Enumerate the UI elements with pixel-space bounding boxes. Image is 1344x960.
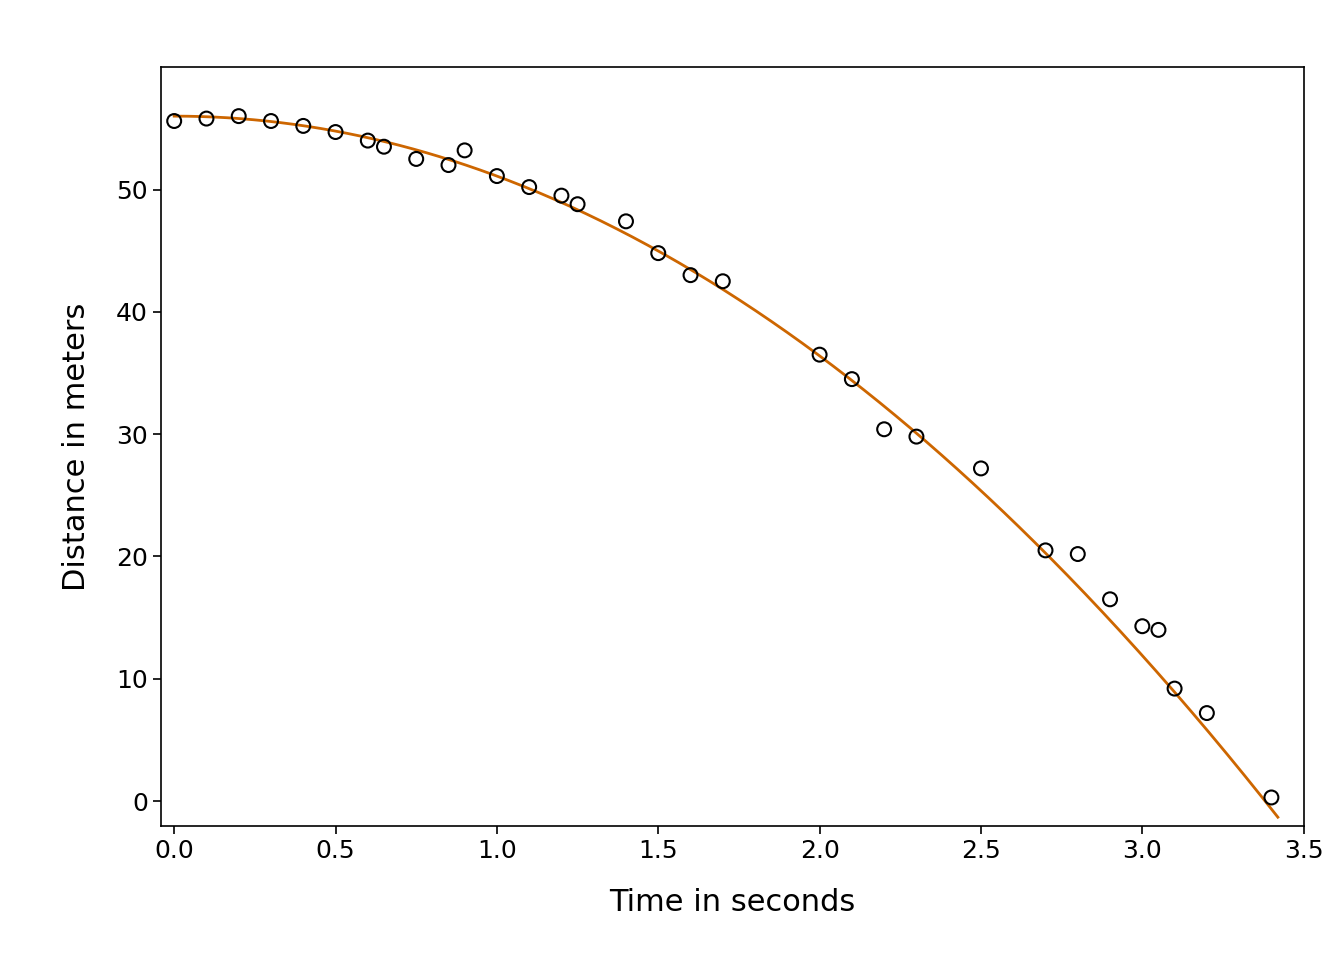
Point — [551, 188, 573, 204]
Point — [1196, 706, 1218, 721]
Point — [712, 274, 734, 289]
Point — [906, 429, 927, 444]
Point — [1164, 681, 1185, 696]
Point — [1035, 542, 1056, 558]
Point — [616, 214, 637, 229]
Point — [406, 152, 427, 167]
Point — [1148, 622, 1169, 637]
Point — [374, 139, 395, 155]
Point — [1099, 591, 1121, 607]
Point — [454, 143, 476, 158]
Y-axis label: Distance in meters: Distance in meters — [62, 302, 91, 590]
Point — [648, 246, 669, 261]
Point — [1132, 618, 1153, 634]
Point — [325, 125, 347, 140]
Point — [438, 157, 460, 173]
Point — [164, 113, 185, 129]
Point — [261, 113, 282, 129]
X-axis label: Time in seconds: Time in seconds — [609, 888, 856, 917]
Point — [680, 268, 702, 283]
Point — [1261, 790, 1282, 805]
Point — [358, 132, 379, 148]
Point — [809, 347, 831, 362]
Point — [519, 180, 540, 195]
Point — [841, 372, 863, 387]
Point — [196, 111, 218, 127]
Point — [1067, 546, 1089, 562]
Point — [970, 461, 992, 476]
Point — [874, 421, 895, 437]
Point — [228, 108, 250, 124]
Point — [293, 118, 314, 133]
Point — [567, 197, 589, 212]
Point — [487, 168, 508, 183]
